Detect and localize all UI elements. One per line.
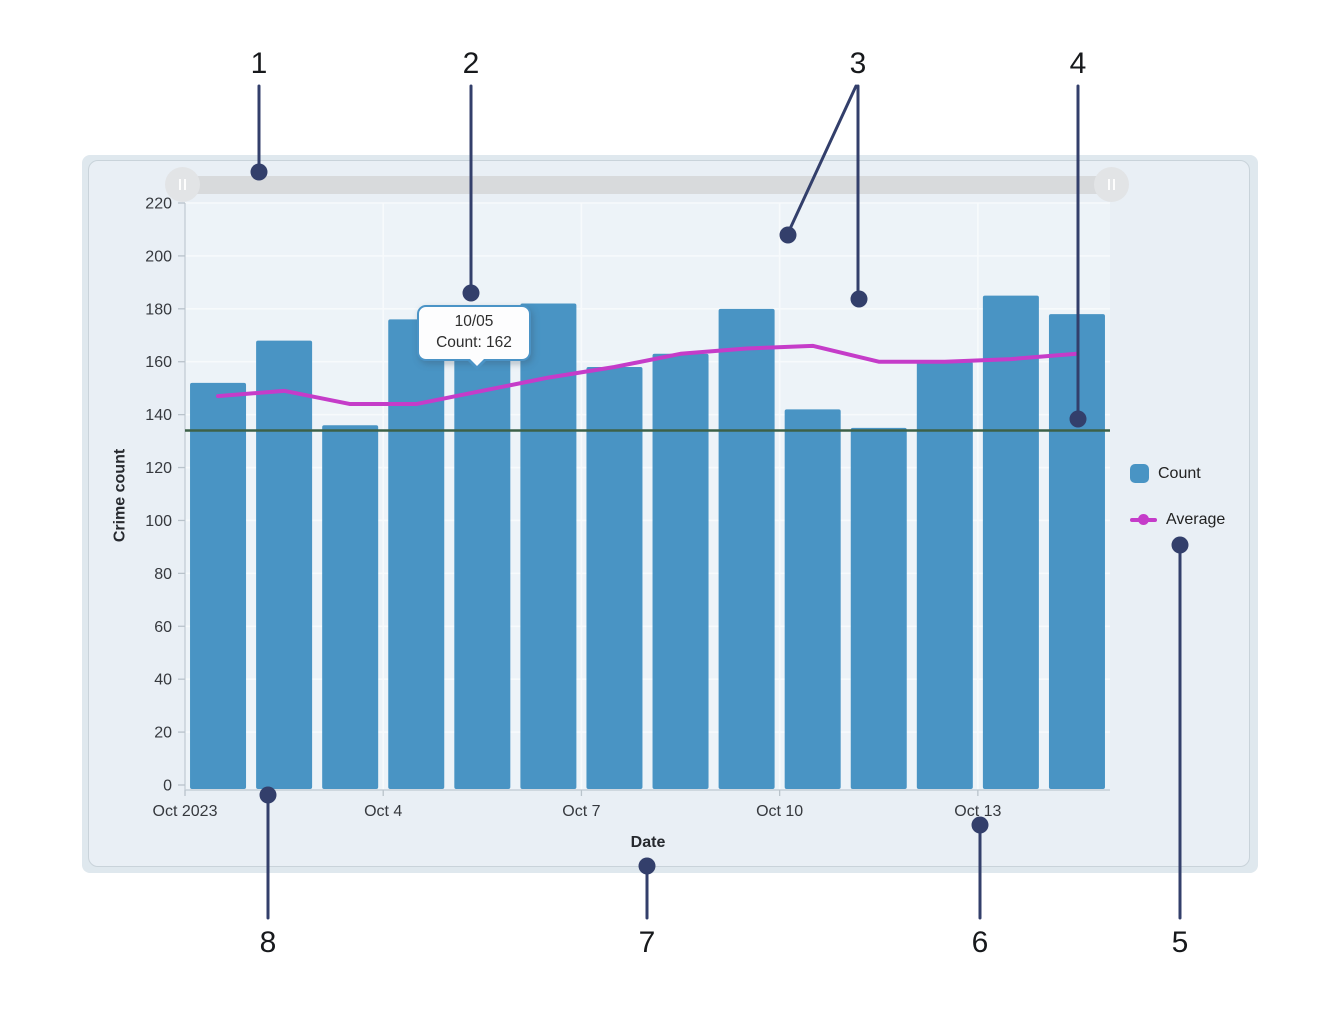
tooltip: 10/05 Count: 162 [417, 305, 531, 370]
x-axis-title: Date [630, 834, 666, 851]
y-tick-label-0: 0 [163, 778, 172, 795]
bar-oct-6[interactable] [520, 303, 577, 789]
legend: Count Average [1130, 461, 1225, 553]
legend-item-count[interactable]: Count [1130, 461, 1225, 486]
bar-oct-7[interactable] [586, 367, 643, 789]
x-tick-label-oct-4: Oct 4 [364, 803, 402, 820]
y-tick-label-180: 180 [145, 301, 172, 318]
y-tick-label-100: 100 [145, 513, 172, 530]
y-tick-label-140: 140 [145, 407, 172, 424]
range-slider-handle-right[interactable] [1094, 167, 1129, 202]
y-tick-label-200: 200 [145, 248, 172, 265]
x-tick-label-oct-10: Oct 10 [756, 803, 803, 820]
y-tick-label-60: 60 [154, 619, 172, 636]
bar-oct-11[interactable] [850, 427, 907, 789]
average-line [216, 343, 1079, 407]
callout-3-label: 3 [849, 47, 867, 80]
callout-7-label: 7 [638, 926, 656, 959]
y-axis-title: Crime count [111, 448, 129, 543]
legend-item-average[interactable]: Average [1130, 507, 1225, 532]
tooltip-date: 10/05 [454, 313, 494, 330]
bar-oct-1[interactable] [190, 382, 247, 789]
callout-1-label: 1 [250, 47, 268, 80]
average-marker-icon [1130, 507, 1157, 532]
bar-oct-13[interactable] [982, 295, 1039, 789]
y-tick-label-20: 20 [154, 725, 172, 742]
count-swatch-icon [1130, 464, 1149, 483]
y-tick-label-80: 80 [154, 566, 172, 583]
range-slider-handle-left[interactable] [165, 167, 200, 202]
grip-icon [1108, 179, 1115, 190]
bar-oct-14[interactable] [1048, 314, 1105, 789]
bar-oct-4[interactable] [388, 319, 445, 789]
bar-oct-3[interactable] [322, 425, 379, 789]
y-tick-label-120: 120 [145, 460, 172, 477]
callout-2-label: 2 [462, 47, 480, 80]
callout-6-label: 6 [971, 926, 989, 959]
x-tick-label-oct-13: Oct 13 [954, 803, 1001, 820]
callout-8-label: 8 [259, 926, 277, 959]
y-tick-label-160: 160 [145, 354, 172, 371]
x-tick-label-oct-2023: Oct 2023 [153, 803, 218, 820]
bar-oct-9[interactable] [718, 308, 775, 789]
callout-4-label: 4 [1069, 47, 1087, 80]
bar-oct-5[interactable] [454, 356, 511, 789]
range-slider-track[interactable] [183, 176, 1112, 194]
y-tick-label-40: 40 [154, 672, 172, 689]
tooltip-count: Count: 162 [436, 334, 512, 351]
callout-5-label: 5 [1171, 926, 1189, 959]
y-tick-label-220: 220 [145, 196, 172, 213]
bar-oct-8[interactable] [652, 353, 709, 789]
legend-average-label: Average [1166, 510, 1226, 528]
bar-oct-10[interactable] [784, 409, 841, 789]
x-tick-label-oct-7: Oct 7 [562, 803, 600, 820]
bar-oct-2[interactable] [256, 340, 313, 789]
legend-count-label: Count [1158, 464, 1201, 482]
bar-oct-12[interactable] [916, 361, 973, 789]
grip-icon [179, 179, 186, 190]
